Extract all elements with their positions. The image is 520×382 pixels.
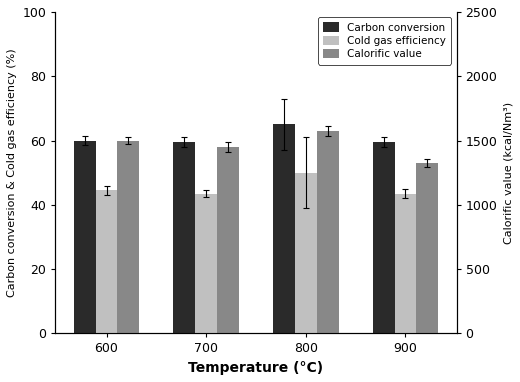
Y-axis label: Calorific value (kcal/Nm³): Calorific value (kcal/Nm³) [503, 102, 513, 244]
Bar [417, 163, 438, 333]
Y-axis label: Carbon conversion & Cold gas efficiency (%): Carbon conversion & Cold gas efficiency … [7, 49, 17, 297]
Bar [317, 131, 339, 333]
Bar [74, 141, 96, 333]
Legend: Carbon conversion, Cold gas efficiency, Calorific value: Carbon conversion, Cold gas efficiency, … [318, 17, 451, 65]
Bar [273, 125, 295, 333]
Bar [395, 194, 417, 333]
Bar [195, 194, 217, 333]
Bar [118, 141, 139, 333]
Bar [373, 142, 395, 333]
Bar [173, 142, 195, 333]
Bar [217, 147, 239, 333]
X-axis label: Temperature (°C): Temperature (°C) [188, 361, 323, 375]
Bar [96, 190, 118, 333]
Bar [295, 173, 317, 333]
